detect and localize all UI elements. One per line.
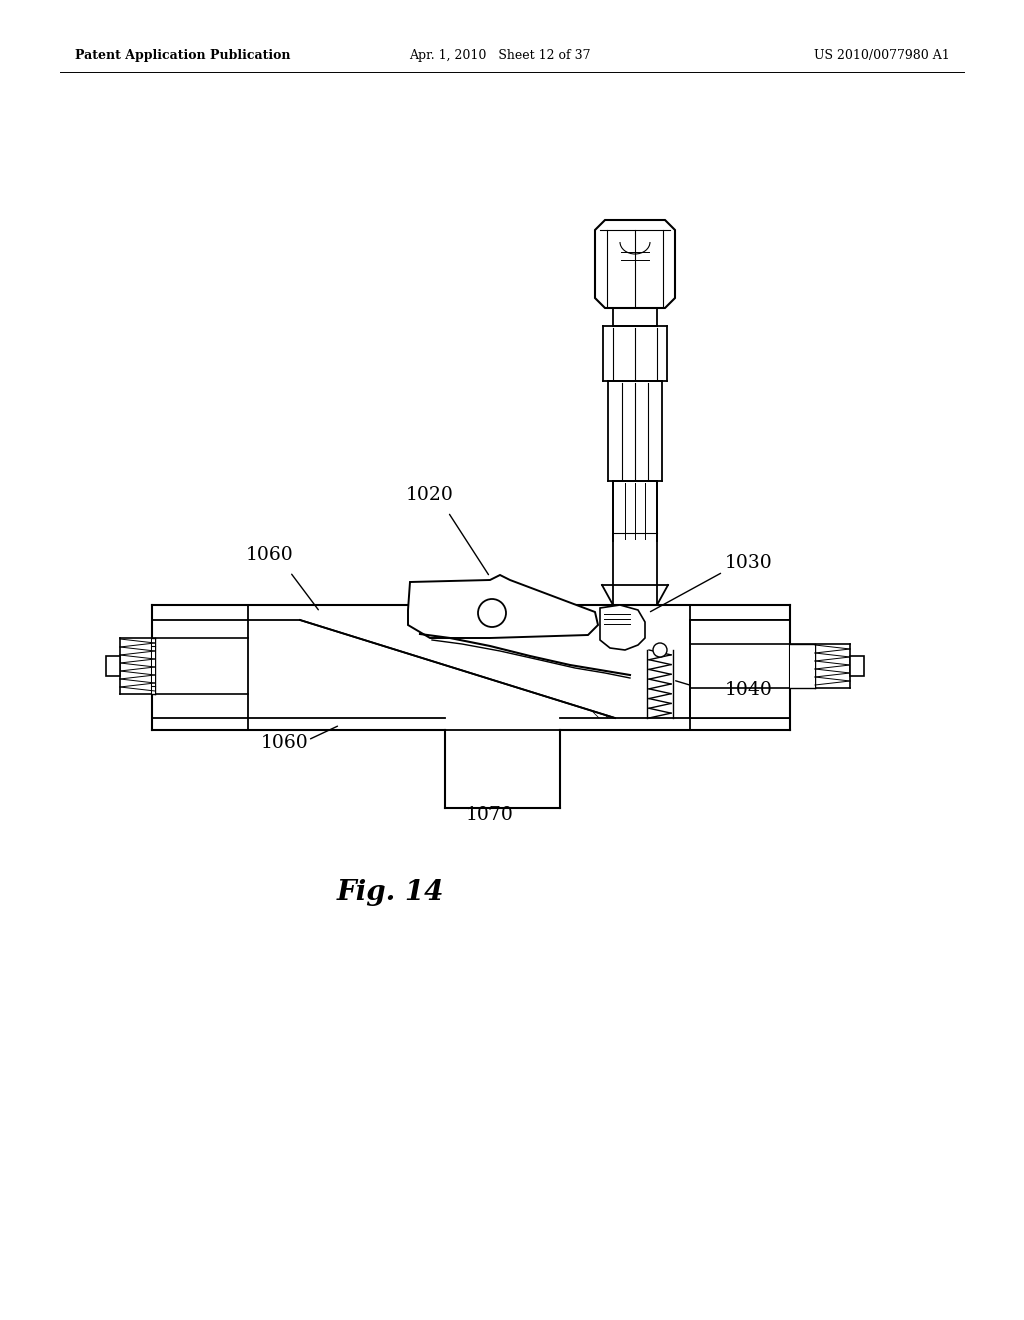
Text: 1030: 1030: [725, 554, 773, 572]
Polygon shape: [690, 718, 790, 730]
Text: 1070: 1070: [466, 807, 514, 824]
Polygon shape: [445, 730, 560, 808]
Polygon shape: [152, 718, 248, 730]
Text: 1060: 1060: [246, 546, 294, 564]
Text: 1060: 1060: [261, 734, 309, 752]
Bar: [790, 644, 850, 688]
Bar: [106, 656, 120, 676]
Polygon shape: [690, 620, 790, 718]
Bar: [152, 638, 155, 694]
Circle shape: [653, 643, 667, 657]
Circle shape: [478, 599, 506, 627]
Text: 1020: 1020: [407, 486, 454, 504]
Polygon shape: [690, 605, 790, 620]
Polygon shape: [600, 605, 645, 649]
Text: Patent Application Publication: Patent Application Publication: [75, 49, 291, 62]
Bar: [790, 644, 815, 688]
Text: Fig. 14: Fig. 14: [336, 879, 443, 907]
Text: Apr. 1, 2010   Sheet 12 of 37: Apr. 1, 2010 Sheet 12 of 37: [410, 49, 591, 62]
Polygon shape: [152, 605, 248, 620]
Bar: [850, 656, 864, 676]
Polygon shape: [408, 576, 598, 638]
Polygon shape: [248, 620, 615, 718]
Bar: [120, 638, 152, 694]
Bar: [613, 541, 657, 605]
Text: 1040: 1040: [725, 681, 773, 700]
Text: US 2010/0077980 A1: US 2010/0077980 A1: [814, 49, 950, 62]
Polygon shape: [595, 220, 675, 308]
